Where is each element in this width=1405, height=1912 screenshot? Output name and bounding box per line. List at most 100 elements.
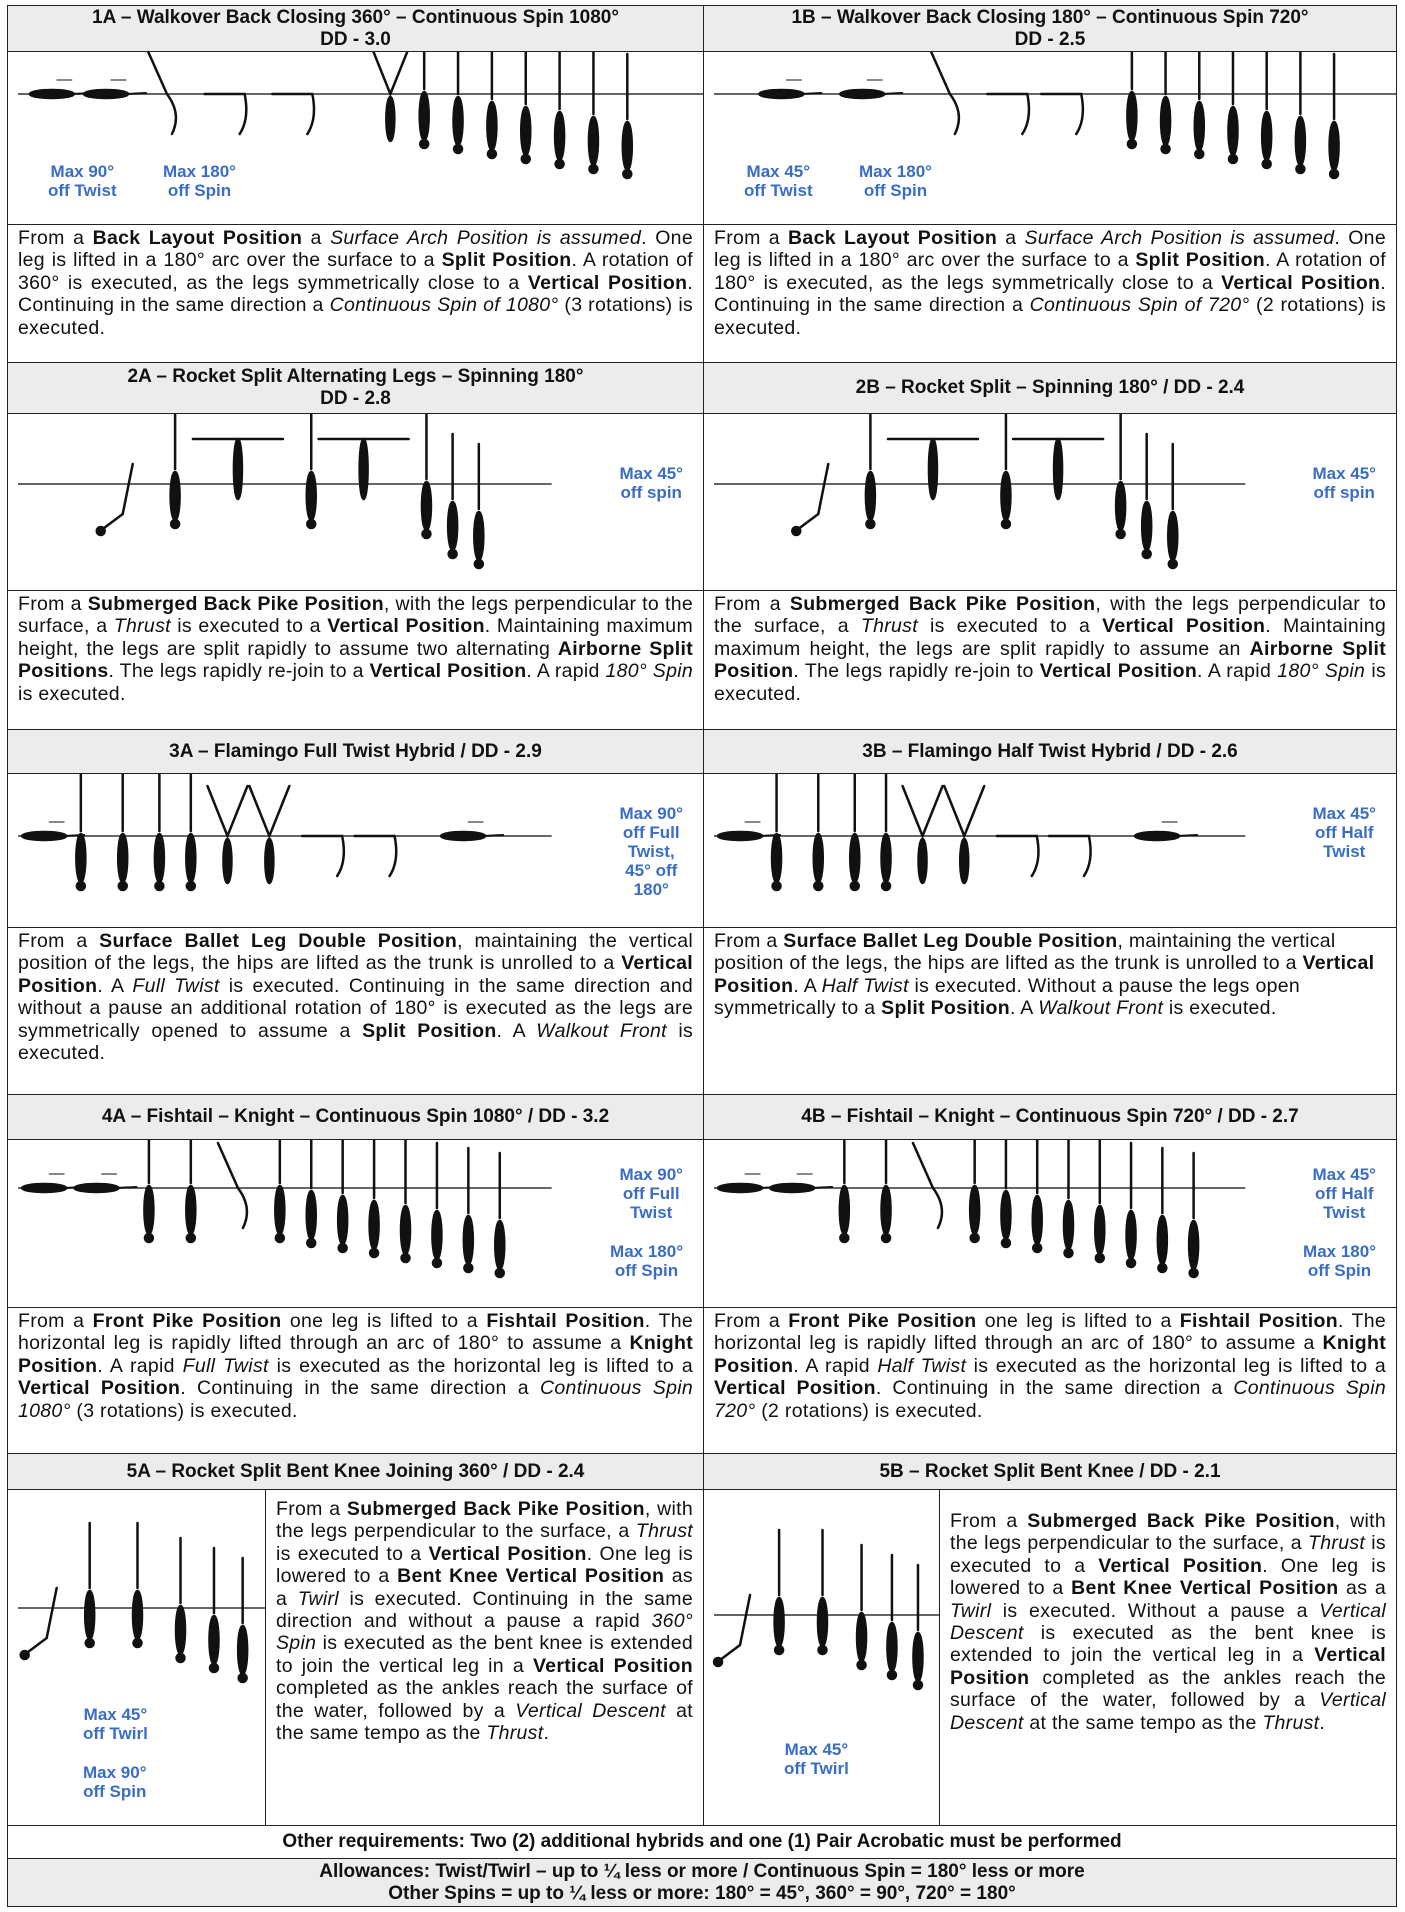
- description-run: . A rotation of 360° is executed, as the…: [18, 249, 693, 294]
- swimmer-body: [1125, 1209, 1137, 1261]
- description-run: Bent Knee Vertical Position: [1071, 1577, 1339, 1600]
- description-run: . A rapid: [97, 1354, 183, 1377]
- swimmer: [1094, 1140, 1106, 1264]
- swimmer-body: [1052, 437, 1064, 501]
- description-run: one leg is lifted to a: [976, 1310, 1180, 1332]
- swimmer-body: [1133, 830, 1181, 842]
- description-run: Vertical Position: [527, 271, 688, 294]
- description: From a Submerged Back Pike Position, wit…: [939, 1489, 1397, 1826]
- swimmer-head: [421, 528, 432, 540]
- figure-panel: Max 45° off spin: [703, 413, 1397, 591]
- swimmer-head: [912, 1679, 924, 1691]
- swimmer-pike: [101, 462, 134, 531]
- swimmer-head: [305, 1237, 317, 1249]
- description-run: Vertical Position: [1221, 271, 1381, 294]
- note: Max 180° off Spin: [1303, 1242, 1376, 1280]
- description-run: Full Twist: [132, 974, 220, 997]
- figure-panel: Max 45° off Twirl Max 90° off Spin: [7, 1489, 266, 1826]
- footer-row: Allowances: Twist/Twirl – up to ¼ less o…: [7, 1858, 1397, 1907]
- swimmer-body: [927, 437, 939, 501]
- description-run: , with the legs perpendicular to the sur…: [18, 593, 693, 638]
- swimmer-head: [1227, 153, 1239, 165]
- swimmer-head: [463, 1262, 474, 1274]
- description-run: . A rapid: [1197, 660, 1278, 683]
- section-title: 3B – Flamingo Half Twist Hybrid / DD - 2…: [862, 740, 1238, 762]
- description-run: is executed to a: [170, 615, 328, 638]
- swimmer-head: [305, 518, 317, 530]
- swimmer-head: [1126, 138, 1138, 150]
- swimmer-body: [20, 1182, 68, 1194]
- swimmer-head: [494, 1267, 506, 1279]
- swimmer-legs: [1176, 834, 1199, 837]
- swimmer-head: [1157, 1262, 1168, 1274]
- swimmer-body: [816, 1596, 829, 1648]
- swimmer-head: [447, 548, 458, 560]
- swimmer: [520, 52, 532, 165]
- description-run: Continuous Spin 1080°: [18, 1377, 693, 1422]
- description-run: . One leg is lifted in a 180° arc over t…: [714, 227, 1386, 272]
- swimmer-body: [232, 437, 244, 501]
- swimmer: [1126, 52, 1138, 150]
- swimmer-body: [131, 1589, 144, 1641]
- swimmer: [880, 774, 892, 892]
- swimmer-body: [222, 837, 233, 885]
- figure-panel: Max 90° off Twist Max 180° off Spin: [7, 51, 704, 225]
- swimmer-head: [132, 1637, 143, 1649]
- note: Max 90° off Twist: [48, 162, 117, 200]
- description-run: From a: [18, 930, 100, 952]
- description-run: Front Pike Position: [92, 1310, 282, 1332]
- section-header: 1B – Walkover Back Closing 180° – Contin…: [703, 5, 1397, 52]
- swimmer: [1047, 834, 1092, 878]
- swimmer-body: [368, 1199, 380, 1251]
- swimmer-body: [486, 100, 498, 152]
- swimmer-body: [812, 832, 825, 884]
- description-run: Vertical Position: [18, 952, 693, 997]
- description-run: Half Twist: [877, 1354, 967, 1377]
- description: From a Surface Ballet Leg Double Positio…: [7, 927, 704, 1095]
- swimmer-body: [174, 1604, 187, 1656]
- swimmer-split: [986, 92, 1031, 136]
- swimmer-vsplit: [248, 784, 291, 840]
- section-header: 5A – Rocket Split Bent Knee Joining 360°…: [7, 1453, 704, 1490]
- description-run: Vertical Position: [714, 1377, 876, 1400]
- footer-row: Other requirements: Two (2) additional h…: [7, 1825, 1397, 1859]
- description-run: . The horizontal leg is rapidly lifted t…: [18, 1310, 693, 1355]
- swimmer-body: [153, 832, 166, 884]
- swimmer-head: [588, 163, 599, 175]
- swimmer: [236, 1556, 249, 1684]
- swimmer-body: [305, 1189, 317, 1241]
- swimmer-body: [83, 1589, 96, 1641]
- swimmer-body: [1031, 1194, 1043, 1246]
- description-run: completed as the ankles reach the surfac…: [276, 1677, 693, 1722]
- swimmer-body: [968, 1184, 981, 1236]
- description-run: . Continuing in the same direction a: [18, 271, 693, 317]
- swimmer-body: [452, 95, 464, 147]
- description-run: Back Layout Position: [92, 227, 303, 249]
- swimmer-body: [1187, 1219, 1200, 1271]
- swimmer-legs: [482, 834, 505, 837]
- swimmer-body: [143, 1184, 155, 1236]
- description-run: Surface Ballet Leg Double Position: [783, 930, 1118, 952]
- swimmer: [1140, 432, 1153, 560]
- swimmer-head: [1125, 1257, 1137, 1269]
- swimmer-head: [1141, 548, 1152, 560]
- description-run: Thrust: [635, 1520, 693, 1543]
- swimmer: [886, 437, 980, 501]
- note: Max 45° off spin: [619, 464, 683, 502]
- description-run: Split Position: [1135, 249, 1266, 272]
- swimmer: [153, 774, 166, 892]
- description-run: completed as the ankles reach the surfac…: [950, 1666, 1386, 1712]
- description-run: 180° Spin: [1277, 660, 1366, 683]
- description-run: Walkout Front: [1038, 997, 1164, 1020]
- swimmer-body: [274, 1184, 286, 1236]
- description: From a Back Layout Position a Surface Ar…: [703, 224, 1397, 363]
- swimmer-head: [237, 1672, 248, 1684]
- swimmer: [494, 1151, 506, 1279]
- figure-drawing: [18, 52, 703, 180]
- swimmer-body: [336, 1194, 349, 1246]
- swimmer-head: [143, 1232, 155, 1244]
- section-title: 5A – Rocket Split Bent Knee Joining 360°…: [126, 1460, 585, 1482]
- figure-drawing: [714, 1140, 1246, 1279]
- swimmer-body: [1328, 120, 1340, 172]
- swimmer-body: [399, 1204, 412, 1256]
